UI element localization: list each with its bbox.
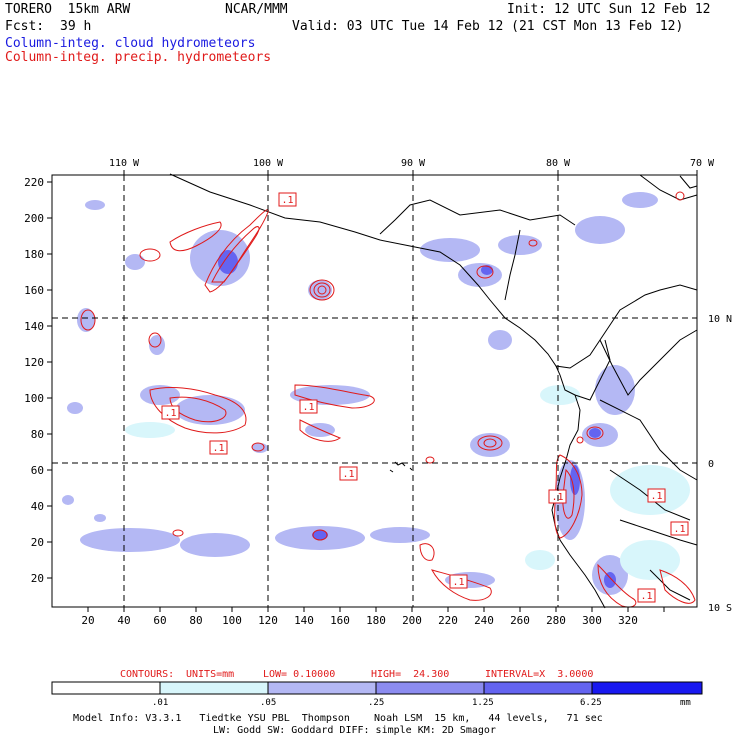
svg-text:.1: .1	[452, 577, 464, 588]
svg-text:220: 220	[24, 176, 44, 189]
contours-high: HIGH= 24.300	[371, 669, 450, 680]
svg-text:300: 300	[582, 614, 602, 627]
contour-label-boxes	[161, 192, 689, 603]
y-tick-labels-2: 20	[31, 572, 44, 585]
colorbar-label-625: 6.25	[580, 698, 602, 708]
svg-text:200: 200	[24, 212, 44, 225]
valid-time: Valid: 03 UTC Tue 14 Feb 12 (21 CST Mon …	[292, 19, 684, 34]
svg-text:80: 80	[189, 614, 202, 627]
svg-text:20: 20	[31, 536, 44, 549]
svg-text:180: 180	[366, 614, 386, 627]
model-name: TORERO 15km ARW	[5, 2, 131, 17]
svg-text:20: 20	[81, 614, 94, 627]
svg-text:100: 100	[222, 614, 242, 627]
physics-info: LW: Godd SW: Goddard DIFF: simple KM: 2D…	[213, 725, 496, 736]
legend-precip-hydrometeors: Column-integ. precip. hydrometeors	[5, 50, 272, 65]
svg-text:80 W: 80 W	[546, 158, 571, 169]
svg-text:80: 80	[31, 428, 44, 441]
svg-text:140: 140	[24, 320, 44, 333]
contours-units: UNITS=mm	[186, 669, 235, 680]
colorbar-label-125: 1.25	[472, 698, 494, 708]
colorbar-label-001: .01	[152, 698, 169, 708]
svg-text:.1: .1	[164, 408, 176, 419]
svg-text:200: 200	[402, 614, 422, 627]
svg-text:.1: .1	[302, 402, 314, 413]
precip-contours	[80, 191, 696, 608]
svg-text:.1: .1	[640, 591, 652, 602]
svg-text:.1: .1	[212, 443, 224, 454]
forecast-hours: 39 h	[60, 19, 92, 34]
colorbar-label-005: .05	[260, 698, 277, 708]
y-tick-labels: 220 200 180 160 140 120 100 80 60 40 20	[24, 176, 44, 549]
svg-text:120: 120	[24, 356, 44, 369]
latlon-grid	[52, 175, 697, 607]
svg-text:160: 160	[330, 614, 350, 627]
svg-text:280: 280	[546, 614, 566, 627]
model-info: Model Info: V3.3.1 Tiedtke YSU PBL Thomp…	[73, 713, 603, 724]
organization: NCAR/MMM	[225, 2, 288, 17]
colorbar-label-025: .25	[368, 698, 385, 708]
svg-text:70 W: 70 W	[690, 158, 715, 169]
axis-ticks	[47, 170, 698, 612]
x-tick-labels: 20 40 60 80 100 120 140 160 180 200 220 …	[81, 614, 638, 627]
svg-text:60: 60	[31, 464, 44, 477]
svg-text:260: 260	[510, 614, 530, 627]
latitude-labels: 10 N 0 10 S	[708, 314, 732, 614]
longitude-labels: 110 W 100 W 90 W 80 W 70 W	[109, 158, 715, 169]
svg-text:60: 60	[153, 614, 166, 627]
svg-text:0: 0	[708, 459, 714, 470]
svg-text:100: 100	[24, 392, 44, 405]
svg-text:10 S: 10 S	[708, 603, 732, 614]
svg-text:10 N: 10 N	[708, 314, 732, 325]
svg-text:90 W: 90 W	[401, 158, 426, 169]
svg-text:120: 120	[258, 614, 278, 627]
svg-text:.1: .1	[281, 195, 293, 206]
svg-text:320: 320	[618, 614, 638, 627]
svg-text:180: 180	[24, 248, 44, 261]
svg-text:.1: .1	[342, 469, 354, 480]
contours-label: CONTOURS:	[120, 669, 175, 680]
contours-interval: INTERVAL=X 3.0000	[485, 669, 594, 680]
svg-text:.1: .1	[673, 524, 685, 535]
svg-text:20: 20	[31, 572, 44, 585]
svg-text:40: 40	[117, 614, 130, 627]
legend-cloud-hydrometeors: Column-integ. cloud hydrometeors	[5, 36, 256, 51]
svg-text:220: 220	[438, 614, 458, 627]
svg-text:160: 160	[24, 284, 44, 297]
init-time: Init: 12 UTC Sun 12 Feb 12	[507, 2, 711, 17]
svg-text:40: 40	[31, 500, 44, 513]
svg-text:.1: .1	[650, 491, 662, 502]
colorbar-units: mm	[680, 698, 691, 708]
forecast-label: Fcst:	[5, 19, 45, 34]
svg-text:140: 140	[294, 614, 314, 627]
color-bar	[51, 681, 703, 695]
svg-text:240: 240	[474, 614, 494, 627]
svg-text:110 W: 110 W	[109, 158, 140, 169]
svg-text:100 W: 100 W	[253, 158, 284, 169]
map-frame	[51, 174, 698, 608]
contours-low: LOW= 0.10000	[263, 669, 336, 680]
